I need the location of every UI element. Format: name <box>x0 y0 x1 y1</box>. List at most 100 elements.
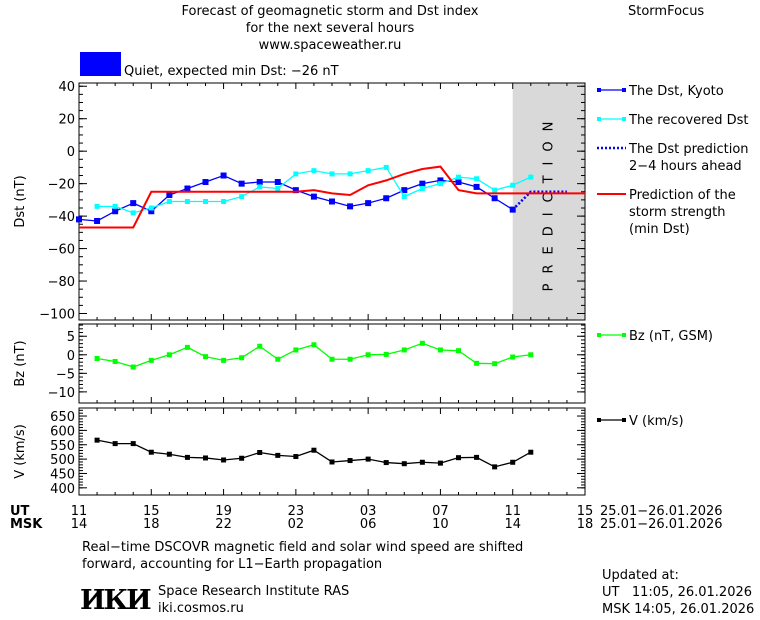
data-point <box>311 168 317 174</box>
institute-name: Space Research Institute RAS <box>158 584 350 599</box>
msk-tick-label: 10 <box>432 517 449 532</box>
data-point <box>474 454 480 460</box>
legend-marker <box>597 117 601 121</box>
data-point <box>166 192 173 199</box>
data-point <box>474 176 480 182</box>
data-point <box>238 180 245 187</box>
data-point <box>76 216 82 223</box>
data-point <box>365 456 371 462</box>
legend-label: The Dst, Kyoto <box>628 84 724 99</box>
data-point <box>528 174 534 180</box>
data-point <box>274 179 281 186</box>
msk-tick-label: 18 <box>577 517 594 532</box>
data-point <box>94 217 101 224</box>
data-point <box>473 183 480 190</box>
data-point <box>257 450 263 456</box>
legend-label: storm strength <box>629 205 726 220</box>
data-point <box>256 179 263 186</box>
data-point <box>275 186 281 192</box>
y-tick-label: 600 <box>50 424 75 439</box>
data-point <box>492 187 498 193</box>
msk-tick-label: 14 <box>71 517 88 532</box>
y-axis-label: V (km/s) <box>13 424 28 479</box>
legend-marker <box>597 418 601 422</box>
data-point <box>112 208 119 215</box>
footer-note-line-2: forward, accounting for L1−Earth propaga… <box>82 557 383 572</box>
data-point <box>365 352 371 358</box>
data-point <box>329 459 335 465</box>
ut-tick-label: 15 <box>143 504 160 519</box>
data-point <box>239 455 245 461</box>
updated-msk: MSK 14:05, 26.01.2026 <box>602 602 755 617</box>
y-tick-label: 40 <box>58 80 75 95</box>
data-point <box>383 195 390 202</box>
y-tick-label: −100 <box>39 308 75 323</box>
data-point <box>456 348 461 354</box>
panel-frame <box>78 323 586 404</box>
data-point <box>365 168 371 174</box>
institute-site[interactable]: iki.cosmos.ru <box>158 601 244 616</box>
data-point <box>510 459 516 465</box>
data-point <box>437 177 444 184</box>
data-point <box>329 171 335 177</box>
y-tick-label: −40 <box>48 210 75 225</box>
y-tick-label: −5 <box>56 367 75 382</box>
legend-marker <box>622 418 626 422</box>
y-tick-label: 5 <box>67 330 75 345</box>
ut-tick-label: 11 <box>71 504 88 519</box>
prediction-region <box>512 83 585 320</box>
data-point <box>203 199 208 204</box>
data-point <box>221 199 227 204</box>
legend-label: Bz (nT, GSM) <box>629 329 713 344</box>
data-point <box>347 203 354 210</box>
data-point <box>528 449 534 455</box>
data-point <box>257 343 263 349</box>
y-tick-label: −10 <box>48 386 75 401</box>
ut-tick-label: 19 <box>215 504 232 519</box>
data-point <box>148 449 154 455</box>
msk-tick-label: 02 <box>288 517 305 532</box>
data-point <box>166 199 172 204</box>
data-point <box>184 199 190 204</box>
data-point <box>491 195 498 202</box>
legend-label: V (km/s) <box>629 414 684 429</box>
y-tick-label: 0 <box>67 349 75 364</box>
data-point <box>455 179 462 186</box>
data-point <box>94 355 100 361</box>
data-point <box>456 455 461 461</box>
data-point <box>292 187 299 194</box>
data-point <box>401 187 408 194</box>
ut-tick-label: 23 <box>288 504 305 519</box>
y-tick-label: 550 <box>50 439 75 454</box>
brand-label: StormFocus <box>628 4 705 19</box>
data-point <box>329 198 335 205</box>
data-point <box>221 457 227 463</box>
y-tick-label: 500 <box>50 453 75 468</box>
data-point <box>528 352 534 358</box>
data-point <box>130 200 137 207</box>
data-point <box>365 200 372 207</box>
series-line-3 <box>511 190 567 211</box>
data-point <box>112 441 118 447</box>
data-point <box>419 186 425 192</box>
data-point <box>257 184 263 190</box>
data-point <box>293 347 299 353</box>
data-point <box>347 356 353 362</box>
msk-tick-label: 22 <box>215 517 232 532</box>
data-point <box>401 194 407 200</box>
data-point <box>130 364 136 370</box>
y-tick-label: 650 <box>50 410 75 425</box>
y-tick-label: −60 <box>48 243 75 258</box>
data-point <box>383 460 389 466</box>
msk-date-range: 25.01−26.01.2026 <box>600 517 723 532</box>
data-point <box>293 171 299 177</box>
footer-note-line-1: Real−time DSCOVR magnetic field and sola… <box>82 540 524 555</box>
msk-tick-label: 14 <box>504 517 521 532</box>
ut-date-range: 25.01−26.01.2026 <box>600 504 723 519</box>
data-point <box>184 185 191 192</box>
ut-tick-label: 15 <box>577 504 594 519</box>
y-axis-label: Dst (nT) <box>13 175 28 227</box>
data-point <box>220 172 227 179</box>
y-axis-label: Bz (nT) <box>13 340 28 386</box>
